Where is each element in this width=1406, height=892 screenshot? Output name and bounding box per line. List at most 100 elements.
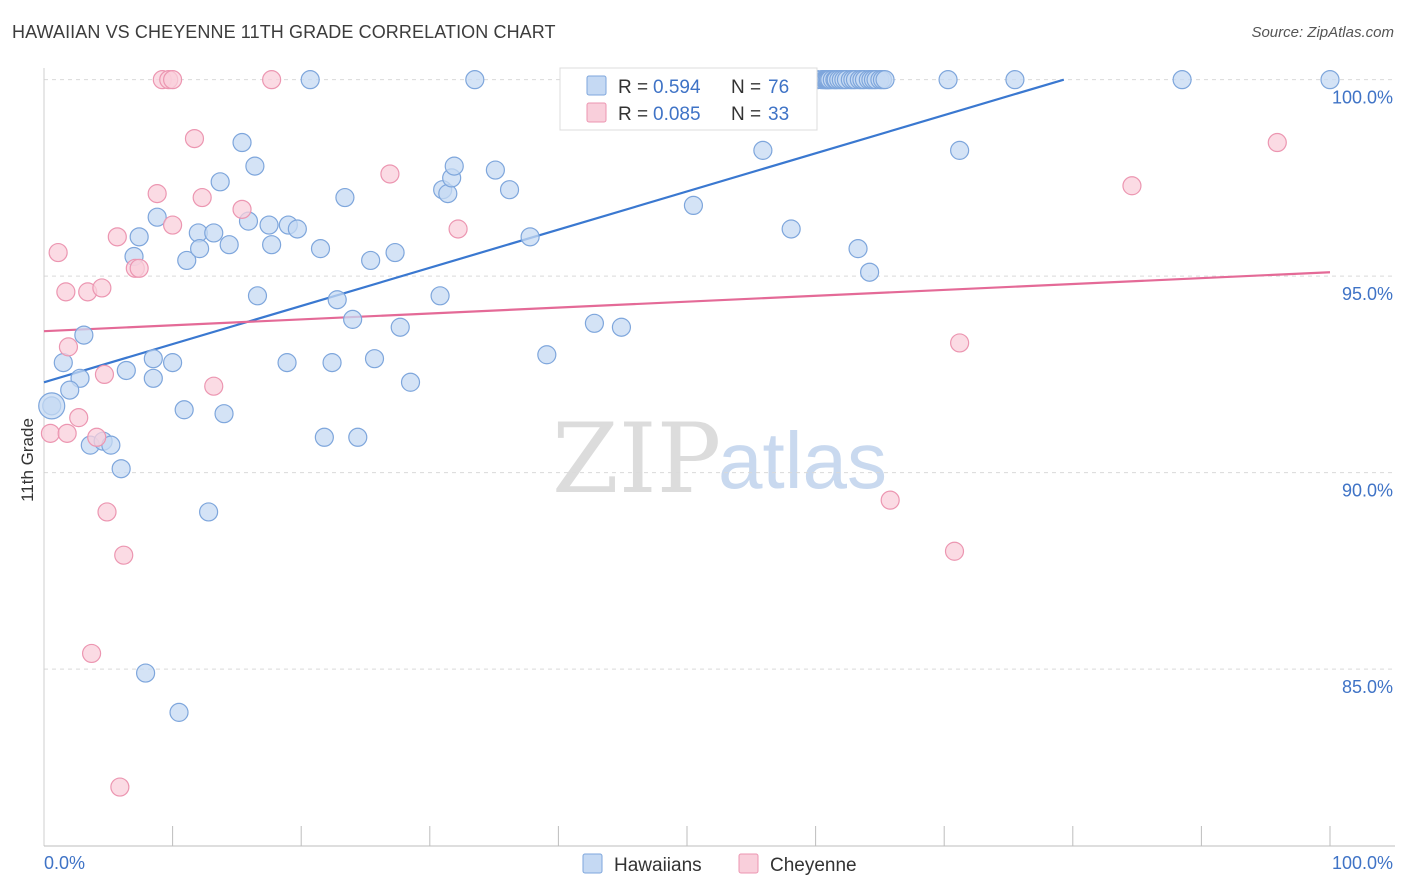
cheyenne-point [129,258,149,278]
cheyenne-point [94,364,115,384]
hawaiians-point [390,317,410,337]
hawaiians-point [314,427,334,447]
stats-legend-swatch-cheyenne [586,102,607,123]
chart-source: Source: ZipAtlas.com [1251,24,1394,41]
axes [43,68,1395,847]
cheyenne-point [944,541,965,561]
hawaiians-point [163,353,183,373]
hawaiians-point [116,360,136,381]
stats-legend-r-label-cheyenne: R = [618,104,648,125]
hawaiians-point [327,290,347,310]
legend-label-cheyenne[interactable]: Cheyenne [770,855,857,876]
stats-legend-n-value-hawaiians: 76 [768,77,789,98]
hawaiians-point [683,195,704,216]
hawaiians-point [74,325,94,345]
hawaiians-point [147,207,167,227]
bottom-legend: Hawaiians Cheyenne [582,853,857,876]
hawaiians-point [219,235,239,255]
hawaiians-point [277,353,297,373]
hawaiians-point [247,286,268,306]
cheyenne-point [97,502,117,522]
hawaiians-point [199,502,219,522]
cheyenne-point [48,242,68,263]
hawaiians-point [485,160,505,180]
hawaiians-point [300,70,320,90]
legend-swatch-hawaiians[interactable] [582,853,603,874]
cheyenne-point [114,545,134,565]
cheyenne-point [1122,176,1142,196]
hawaiians-point [335,187,355,208]
watermark-zip: ZIP [552,403,721,515]
hawaiians-point [287,219,307,239]
hawaiians-point [343,309,363,329]
x-tick-label: 0.0% [44,853,85,873]
hawaiians-point [204,223,224,243]
hawaiians-point [210,172,230,192]
hawaiians-point [1005,70,1025,90]
data-points [38,70,1340,797]
cheyenne-point [81,643,102,664]
cheyenne-point [40,423,61,443]
hawaiians-point [611,317,632,337]
cheyenne-point [380,164,400,184]
hawaiians-point [848,239,868,259]
cheyenne-point [147,184,167,204]
hawaiians-point [60,380,80,400]
legend-swatch-cheyenne[interactable] [738,853,759,874]
hawaiians-point [938,70,958,90]
stats-legend-swatch-hawaiians [586,75,607,96]
hawaiians-point [465,70,485,90]
stats-legend-r-label-hawaiians: R = [618,77,648,98]
hawaiians-point [400,372,421,392]
watermark-atlas: atlas [718,416,887,505]
stats-legend-n-label-cheyenne: N = [731,104,761,125]
x-tick-label: 100.0% [1332,853,1393,873]
hawaiians-point [169,702,189,722]
hawaiians-point [753,140,773,160]
cheyenne-point [184,129,205,149]
hawaiians-point [214,404,234,424]
hawaiians-point [875,70,895,90]
chart-title: HAWAIIAN VS CHEYENNE 11TH GRADE CORRELAT… [12,22,556,42]
hawaiians-point [537,345,557,365]
legend-label-hawaiians[interactable]: Hawaiians [614,855,702,876]
y-tick-label: 85.0% [1342,677,1393,697]
hawaiians-point [143,349,163,369]
hawaiians-point [781,219,801,239]
cheyenne-point [1267,132,1287,153]
hawaiians-point [322,353,342,373]
hawaiians-point [860,262,880,282]
hawaiians-point [950,140,970,160]
hawaiians-point [1320,70,1340,90]
y-tick-label: 100.0% [1332,88,1393,108]
cheyenne-point [56,282,76,302]
trendlines [43,78,1331,384]
hawaiians-point [438,184,458,204]
stats-legend: R = 0.594 N = 76 R = 0.085 N = 33 [559,67,818,131]
hawaiians-point [177,250,197,271]
hawaiians-point [1172,70,1192,90]
cheyenne-point [192,187,212,208]
cheyenne-point [163,215,183,235]
stats-legend-n-label-hawaiians: N = [731,77,761,98]
cheyenne-point [110,777,130,797]
cheyenne-point [204,376,224,396]
hawaiians-trendline [43,78,1065,384]
hawaiians-point [385,242,405,263]
y-axis-title: 11th Grade [18,418,37,502]
cheyenne-point [880,490,900,510]
hawaiians-point [364,349,385,369]
hawaiians-point [520,227,540,247]
tick-labels: 85.0% 90.0% 95.0% 100.0% 0.0% 100.0% [44,88,1393,873]
hawaiians-point [190,239,210,259]
cheyenne-point [950,333,970,353]
cheyenne-trendline [43,271,1331,333]
hawaiians-point [430,286,450,306]
stats-legend-n-value-cheyenne: 33 [768,104,789,125]
stats-legend-r-value-cheyenne: 0.085 [653,104,701,125]
y-tick-label: 95.0% [1342,284,1393,304]
hawaiians-point [262,235,282,255]
hawaiians-point [259,215,279,235]
cheyenne-point [58,337,79,357]
